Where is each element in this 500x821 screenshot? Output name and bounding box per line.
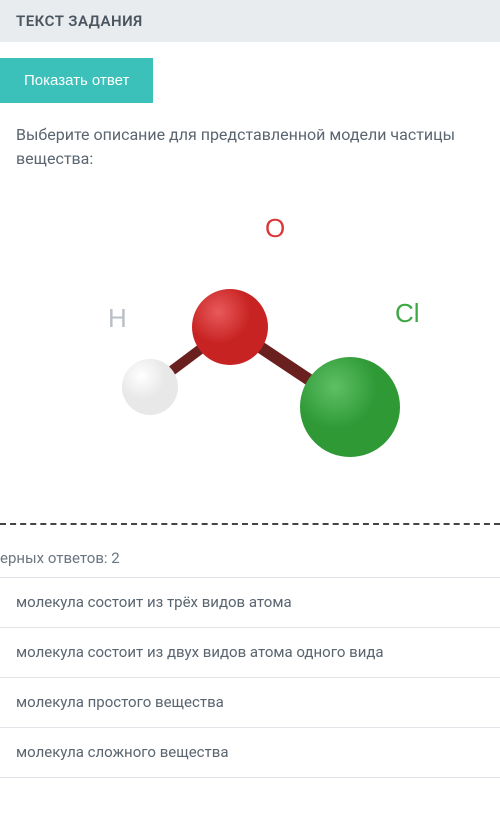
svg-text:O: O	[265, 213, 285, 243]
task-header: ТЕКСТ ЗАДАНИЯ	[0, 0, 500, 42]
content-area: Показать ответ Выберите описание для пре…	[0, 42, 500, 778]
correct-answers-count: ерных ответов: 2	[0, 545, 500, 577]
svg-text:H: H	[108, 303, 127, 333]
section-divider	[0, 523, 500, 525]
answer-option[interactable]: молекула простого вещества	[0, 677, 500, 727]
molecule-diagram: O H Cl	[0, 187, 500, 507]
svg-text:Cl: Cl	[395, 298, 420, 328]
answer-options-list: молекула состоит из трёх видов атомамоле…	[0, 577, 500, 778]
show-answer-label: Показать ответ	[24, 72, 129, 89]
answer-option[interactable]: молекула состоит из двух видов атома одн…	[0, 627, 500, 677]
answer-option[interactable]: молекула сложного вещества	[0, 727, 500, 778]
header-title: ТЕКСТ ЗАДАНИЯ	[16, 12, 143, 30]
question-text: Выберите описание для представленной мод…	[0, 103, 500, 187]
answer-option[interactable]: молекула состоит из трёх видов атома	[0, 577, 500, 627]
show-answer-button[interactable]: Показать ответ	[0, 58, 153, 103]
molecule-svg: O H Cl	[60, 197, 440, 477]
